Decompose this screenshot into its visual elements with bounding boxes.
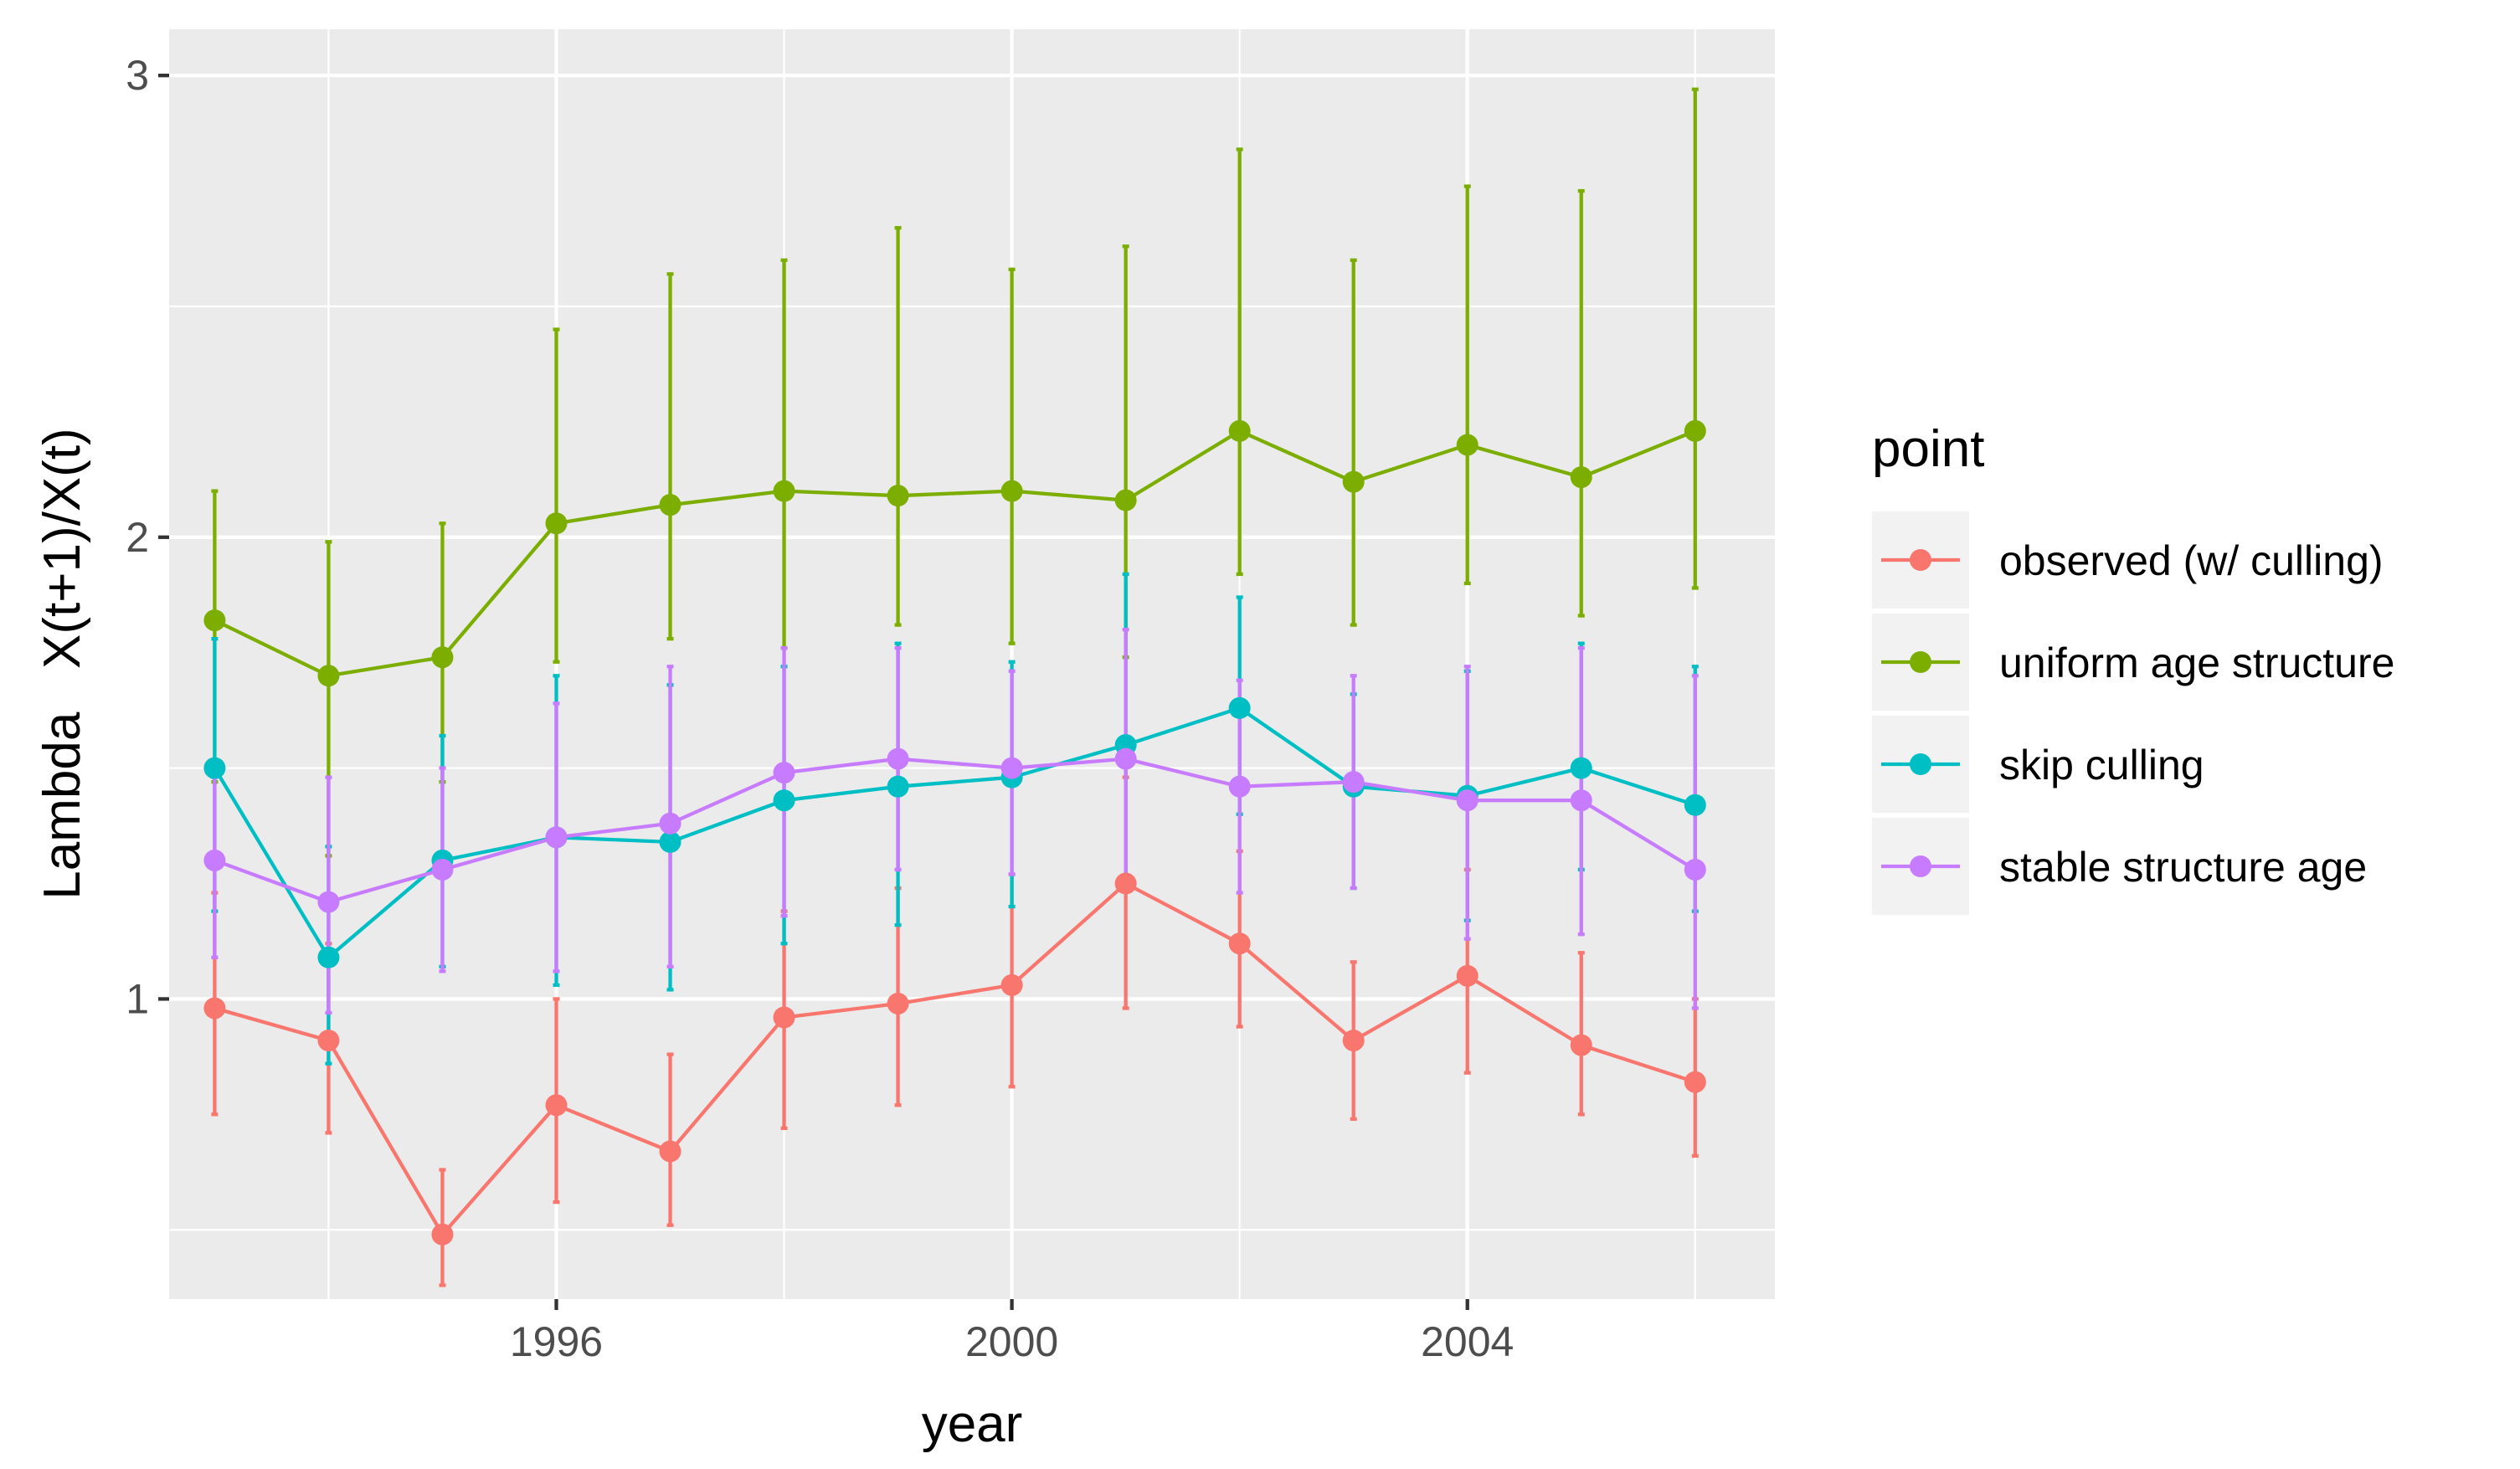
error-bar-observed-w-culling <box>1577 951 1585 1117</box>
point-skip-culling <box>659 830 681 853</box>
point-observed-w-culling <box>1342 1030 1365 1052</box>
x-tick-label: 1996 <box>510 1318 603 1365</box>
line-observed-w-culling <box>213 881 1696 1236</box>
point-uniform-age-structure <box>1342 470 1365 493</box>
point-stable-structure-age <box>203 849 226 871</box>
line-stable-structure-age <box>213 757 1696 904</box>
point-stable-structure-age <box>1456 789 1479 812</box>
point-observed-w-culling <box>1456 964 1479 987</box>
point-uniform-age-structure <box>1456 434 1479 456</box>
error-bar-uniform-age-structure <box>1236 147 1243 577</box>
error-bar-uniform-age-structure <box>1008 267 1016 645</box>
point-skip-culling <box>1684 794 1706 816</box>
point-uniform-age-structure <box>545 512 568 535</box>
point-skip-culling <box>1228 696 1251 719</box>
point-stable-structure-age <box>1342 771 1365 794</box>
legend-item-uniform-age-structure: uniform age structure <box>1872 614 2394 711</box>
point-stable-structure-age <box>773 762 795 784</box>
point-uniform-age-structure <box>1570 466 1592 489</box>
point-stable-structure-age <box>659 812 681 835</box>
point-uniform-age-structure <box>887 485 909 507</box>
point-stable-structure-age <box>887 747 909 770</box>
point-observed-w-culling <box>1000 973 1023 996</box>
point-stable-structure-age <box>431 858 454 881</box>
point-uniform-age-structure <box>431 646 454 669</box>
x-tick-label: 2004 <box>1421 1318 1514 1365</box>
legend: point observed (w/ culling) uniform age s… <box>1872 420 2394 915</box>
point-observed-w-culling <box>1570 1034 1592 1056</box>
point-skip-culling <box>203 757 226 779</box>
error-bar-uniform-age-structure <box>1577 188 1585 618</box>
point-observed-w-culling <box>659 1140 681 1163</box>
point-observed-w-culling <box>1684 1071 1706 1093</box>
point-observed-w-culling <box>1228 932 1251 955</box>
point-skip-culling <box>317 946 340 968</box>
point-observed-w-culling <box>1114 872 1137 895</box>
error-bar-uniform-age-structure <box>1463 184 1471 586</box>
point-observed-w-culling <box>887 992 909 1014</box>
point-stable-structure-age <box>545 826 568 849</box>
legend-label: uniform age structure <box>1999 639 2394 686</box>
point-stable-structure-age <box>1000 757 1023 779</box>
point-uniform-age-structure <box>1228 419 1251 442</box>
point-uniform-age-structure <box>773 480 795 502</box>
legend-key-point <box>1910 549 1931 571</box>
legend-label: observed (w/ culling) <box>1999 537 2384 584</box>
y-tick-label: 3 <box>126 52 149 99</box>
point-stable-structure-age <box>1114 747 1137 770</box>
legend-item-skip-culling: skip culling <box>1872 716 2204 813</box>
error-bar-uniform-age-structure <box>666 272 674 641</box>
error-bar-uniform-age-structure <box>1350 258 1357 627</box>
series-lines <box>213 429 1696 1236</box>
y-axis-title: Lambda X(t+1)/X(t) <box>33 428 91 899</box>
legend-key-point <box>1910 651 1931 673</box>
legend-item-stable-structure-age: stable structure age <box>1872 818 2367 915</box>
line-skip-culling <box>213 706 1696 959</box>
legend-label: stable structure age <box>1999 844 2367 891</box>
point-stable-structure-age <box>317 891 340 913</box>
point-uniform-age-structure <box>1000 480 1023 502</box>
legend-key-point <box>1910 753 1931 775</box>
error-bar-stable-structure-age <box>1691 674 1699 1010</box>
point-observed-w-culling <box>431 1223 454 1246</box>
error-bar-observed-w-culling <box>666 1052 674 1227</box>
point-uniform-age-structure <box>659 494 681 516</box>
line-uniform-age-structure <box>213 429 1696 678</box>
point-observed-w-culling <box>773 1006 795 1029</box>
x-axis-title: year <box>922 1395 1023 1453</box>
legend-key-point <box>1910 855 1931 877</box>
x-axis-ticks: 1996 2000 2004 <box>510 1299 1514 1365</box>
point-uniform-age-structure <box>1114 489 1137 511</box>
error-bar-uniform-age-structure <box>553 327 560 664</box>
point-skip-culling <box>887 775 909 798</box>
y-axis-ticks: 1 2 3 <box>126 52 169 1022</box>
point-observed-w-culling <box>545 1094 568 1117</box>
point-uniform-age-structure <box>1684 419 1706 442</box>
point-stable-structure-age <box>1570 789 1592 812</box>
point-skip-culling <box>1570 757 1592 779</box>
y-tick-label: 2 <box>126 514 149 561</box>
legend-label: skip culling <box>1999 742 2204 788</box>
point-stable-structure-age <box>1684 858 1706 881</box>
x-tick-label: 2000 <box>965 1318 1058 1365</box>
y-tick-label: 1 <box>126 975 149 1022</box>
point-uniform-age-structure <box>203 609 226 632</box>
legend-item-observed-w-culling: observed (w/ culling) <box>1872 511 2384 609</box>
legend-title: point <box>1872 420 1984 478</box>
error-bar-uniform-age-structure <box>894 226 902 627</box>
point-uniform-age-structure <box>317 665 340 687</box>
data-points <box>203 419 1706 1246</box>
point-observed-w-culling <box>317 1030 340 1052</box>
error-bar-uniform-age-structure <box>1691 87 1699 590</box>
point-stable-structure-age <box>1228 775 1251 798</box>
point-skip-culling <box>773 789 795 812</box>
point-observed-w-culling <box>203 997 226 1020</box>
